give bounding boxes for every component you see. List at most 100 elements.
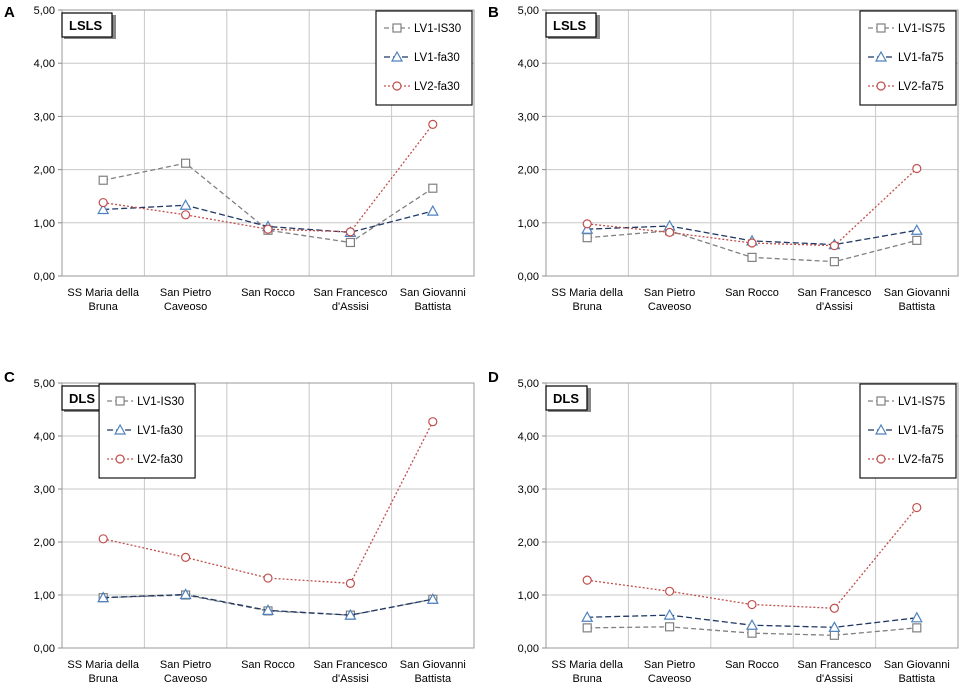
data-point (345, 578, 355, 588)
chart-panel-d: D 0,00 1,00 2,00 3,00 4,00 5,00 SS Maria della B… (488, 369, 959, 685)
legend-label: LV1-IS75 (898, 23, 945, 35)
y-tick-label: 0,00 (518, 271, 539, 283)
data-point (344, 608, 357, 620)
data-point (912, 502, 922, 513)
x-tick-label-line: San Rocco (725, 287, 779, 299)
x-tick-label-line: San Giovanni (884, 659, 950, 671)
x-tick-label-line: Caveoso (648, 673, 691, 685)
x-tick-label: San Rocco (725, 287, 779, 299)
x-tick-label-line: SS Maria della (67, 287, 139, 299)
chart-title: LSLS (545, 12, 600, 39)
y-tick-label: 5,00 (34, 5, 55, 17)
data-point (582, 233, 592, 243)
legend-swatch-marker (876, 454, 886, 464)
legend: LV1-IS30 LV1-fa30 LV2-fa30 (375, 10, 473, 106)
data-point (828, 621, 841, 632)
legend-item: LV2-fa30 (384, 81, 460, 93)
series-lv2-fa30 (98, 417, 438, 588)
data-point (98, 534, 108, 544)
legend-item: LV1-fa75 (868, 50, 944, 64)
data-point (97, 591, 110, 603)
data-point (426, 593, 439, 604)
data-point (263, 573, 273, 583)
x-tick-label-line: Caveoso (648, 301, 691, 313)
legend-swatch-marker (114, 423, 127, 435)
x-tick-label: San Pietro Caveoso (160, 659, 211, 685)
data-point (664, 227, 675, 237)
x-tick-label-line: SS Maria della (551, 659, 623, 671)
series-line (103, 123, 434, 233)
series-line (103, 594, 433, 616)
legend-swatch-marker (876, 23, 886, 33)
x-tick-label-line: San Francesco (797, 287, 871, 299)
series-line (103, 162, 434, 244)
data-point (581, 611, 594, 622)
x-tick-label: SS Maria della Bruna (67, 659, 139, 685)
series-line (587, 626, 917, 636)
chart-panel-c: C 0,00 1,00 2,00 3,00 4,00 5,00 SS Maria della B… (4, 369, 475, 685)
x-tick-label-line: Battista (414, 301, 452, 313)
data-point (747, 238, 757, 248)
x-tick-label-line: SS Maria della (551, 287, 623, 299)
x-tick-label-line: San Francesco (313, 287, 387, 299)
chart-title-box (545, 385, 588, 411)
legend-label: LV1-fa75 (898, 425, 944, 437)
x-tick-label: San Giovanni Battista (884, 659, 950, 685)
data-point (747, 628, 757, 638)
legend-item: LV2-fa75 (868, 454, 944, 466)
y-tick-label: 0,00 (34, 643, 55, 655)
panel-letter: B (488, 4, 499, 21)
legend-item: LV1-fa30 (107, 423, 183, 437)
y-tick-label: 3,00 (518, 111, 539, 123)
data-point (179, 588, 192, 600)
legend-label: LV1-fa30 (414, 52, 460, 64)
x-tick-label-line: d'Assisi (816, 673, 853, 685)
y-tick-label: 1,00 (34, 218, 55, 230)
y-tick-label: 4,00 (34, 58, 55, 70)
y-tick-label: 4,00 (518, 58, 539, 70)
x-tick-label-line: Bruna (573, 301, 603, 313)
x-tick-label-line: Caveoso (164, 301, 207, 313)
series-lv2-fa30 (98, 119, 438, 237)
legend-label: LV2-fa75 (898, 81, 944, 93)
x-tick-label-line: San Francesco (313, 659, 387, 671)
chart-title-text: DLS (553, 391, 579, 406)
x-tick-label-line: San Pietro (644, 659, 695, 671)
legend-swatch-marker (390, 50, 404, 62)
data-point (829, 603, 840, 613)
y-tick-label: 4,00 (518, 431, 539, 443)
x-tick-label-line: San Francesco (797, 659, 871, 671)
x-tick-label-line: Bruna (573, 673, 603, 685)
data-point (910, 224, 923, 235)
data-point (663, 608, 676, 620)
data-point (181, 552, 191, 562)
x-tick-label-line: San Rocco (241, 287, 295, 299)
x-tick-label: San Pietro Caveoso (644, 659, 695, 685)
x-tick-label-line: San Giovanni (884, 287, 950, 299)
x-tick-label-line: San Pietro (160, 659, 211, 671)
legend-label: LV1-IS75 (898, 396, 945, 408)
legend-label: LV2-fa30 (137, 454, 183, 466)
data-point (910, 611, 923, 623)
x-tick-label: San Pietro Caveoso (644, 287, 695, 313)
x-tick-label: San Rocco (241, 287, 295, 299)
data-point (181, 210, 191, 220)
legend: LV1-IS75 LV1-fa75 LV2-fa75 (859, 383, 957, 479)
series-lv2-fa75 (582, 502, 922, 613)
data-point (745, 618, 759, 630)
y-tick-label: 5,00 (518, 5, 539, 17)
legend-box (859, 383, 957, 479)
chart-title-box (545, 12, 597, 38)
data-point (582, 575, 592, 585)
x-tick-label: San Francesco d'Assisi (797, 659, 871, 685)
x-tick-label-line: Battista (898, 673, 936, 685)
legend-label: LV1-IS30 (137, 396, 184, 408)
legend-box (98, 383, 196, 479)
plot-area (545, 9, 959, 277)
x-tick-label-line: San Rocco (725, 659, 779, 671)
legend-label: LV1-fa30 (137, 425, 183, 437)
legend-label: LV1-fa75 (898, 52, 944, 64)
y-tick-label: 3,00 (518, 484, 539, 496)
chart-title: LSLS (61, 12, 116, 39)
legend-swatch-marker (115, 396, 125, 406)
